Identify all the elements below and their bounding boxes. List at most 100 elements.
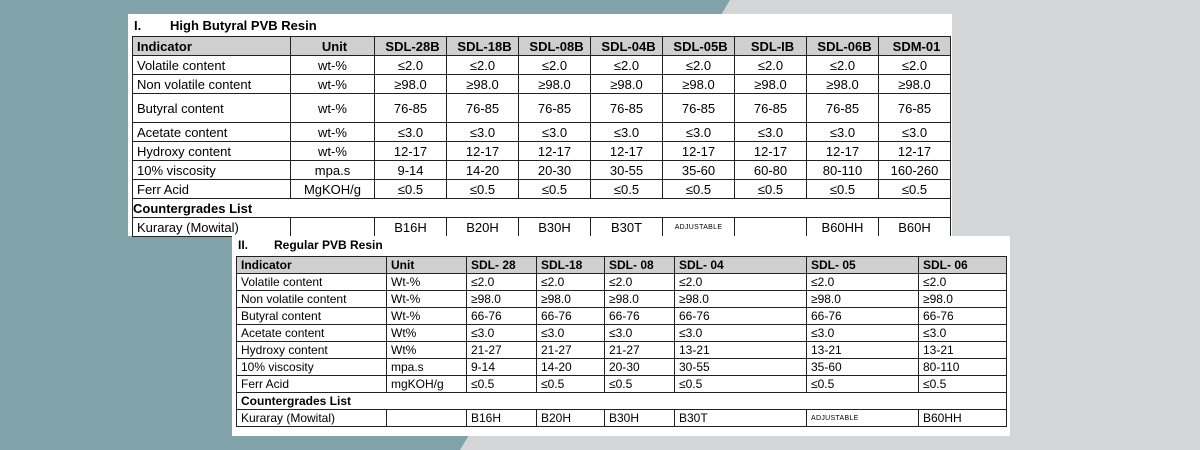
value-cell: ≤3.0 xyxy=(806,324,919,342)
value-cell: 9-14 xyxy=(466,358,537,376)
table-header-row: Indicator Unit SDL- 28 SDL-18 SDL- 08 SDL- 04… xyxy=(236,256,1007,274)
column-header: Unit xyxy=(290,36,375,56)
indicator-cell: 10% viscosity xyxy=(236,358,387,376)
indicator-cell: Volatile content xyxy=(132,55,291,75)
value-cell: 12-17 xyxy=(518,141,591,161)
value-cell: ADJUSTABLE xyxy=(806,409,919,427)
indicator-cell: Volatile content xyxy=(236,273,387,291)
column-header: SDL-18 xyxy=(536,256,605,274)
value-cell: 12-17 xyxy=(446,141,519,161)
unit-cell: Wt-% xyxy=(386,290,467,308)
indicator-cell: Kuraray (Mowital) xyxy=(132,217,291,237)
value-cell: ≤3.0 xyxy=(466,324,537,342)
value-cell: 21-27 xyxy=(536,341,605,359)
value-cell: ≤0.5 xyxy=(806,375,919,393)
value-cell: B16H xyxy=(374,217,447,237)
value-cell: ≤2.0 xyxy=(604,273,675,291)
value-cell: ≤0.5 xyxy=(374,179,447,199)
table-row: Ferr Acid mgKOH/g ≤0.5 ≤0.5 ≤0.5 ≤0.5 ≤0.5 ≤0.5 xyxy=(236,375,1007,393)
unit-cell: Wt-% xyxy=(386,273,467,291)
unit-cell: Wt% xyxy=(386,324,467,342)
column-header: SDL-05B xyxy=(662,36,735,56)
value-cell: ≤0.5 xyxy=(806,179,879,199)
value-cell: 76-85 xyxy=(518,93,591,123)
value-cell: ≤2.0 xyxy=(590,55,663,75)
value-cell: 76-85 xyxy=(662,93,735,123)
value-cell: B20H xyxy=(446,217,519,237)
value-cell: 9-14 xyxy=(374,160,447,180)
value-cell: ≤2.0 xyxy=(374,55,447,75)
table-row: Butyral content Wt-% 66-76 66-76 66-76 66-76 6… xyxy=(236,307,1007,325)
value-cell: ≤2.0 xyxy=(446,55,519,75)
section-2-title: Regular PVB Resin xyxy=(274,238,383,252)
table-row: Volatile content wt-% ≤2.0 ≤2.0 ≤2.0 ≤2.0 ≤2.0… xyxy=(132,55,951,75)
value-cell: ≤3.0 xyxy=(590,122,663,142)
value-cell: 12-17 xyxy=(590,141,663,161)
value-cell: 66-76 xyxy=(604,307,675,325)
value-cell: 30-55 xyxy=(674,358,807,376)
high-butyral-sheet: I. High Butyral PVB Resin Indicator Unit SD… xyxy=(128,14,952,237)
indicator-cell: Acetate content xyxy=(132,122,291,142)
table-row: Non volatile content wt-% ≥98.0 ≥98.0 ≥98.0 ≥… xyxy=(132,74,951,94)
table-row: 10% viscosity mpa.s 9-14 14-20 20-30 30-55 35-… xyxy=(132,160,951,180)
value-cell: ≤0.5 xyxy=(878,179,951,199)
value-cell: 12-17 xyxy=(806,141,879,161)
table-header-row: Indicator Unit SDL-28B SDL-18B SDL-08B SDL-04… xyxy=(132,36,951,56)
value-cell: ≤3.0 xyxy=(734,122,807,142)
value-cell: ≥98.0 xyxy=(536,290,605,308)
unit-cell: mpa.s xyxy=(386,358,467,376)
value-cell: ≤2.0 xyxy=(806,273,919,291)
unit-cell: wt-% xyxy=(290,122,375,142)
countergrades-row: Countergrades List xyxy=(132,198,951,218)
column-header: SDL-08B xyxy=(518,36,591,56)
unit-cell: wt-% xyxy=(290,74,375,94)
value-cell: ≤3.0 xyxy=(674,324,807,342)
value-cell: 160-260 xyxy=(878,160,951,180)
column-header: Indicator xyxy=(132,36,291,56)
high-butyral-table: Indicator Unit SDL-28B SDL-18B SDL-08B SDL-04… xyxy=(132,36,951,237)
indicator-cell: Non volatile content xyxy=(132,74,291,94)
indicator-cell: Butyral content xyxy=(132,93,291,123)
indicator-cell: Kuraray (Mowital) xyxy=(236,409,387,427)
table-row: Acetate content wt-% ≤3.0 ≤3.0 ≤3.0 ≤3.0 ≤3.0 ≤… xyxy=(132,122,951,142)
value-cell: 13-21 xyxy=(674,341,807,359)
value-cell: ≤0.5 xyxy=(604,375,675,393)
value-cell: ≤3.0 xyxy=(878,122,951,142)
value-cell: ≤2.0 xyxy=(734,55,807,75)
value-cell: 80-110 xyxy=(918,358,1007,376)
value-cell: ≤2.0 xyxy=(674,273,807,291)
column-header: SDL-28B xyxy=(374,36,447,56)
value-cell: 66-76 xyxy=(466,307,537,325)
unit-cell: wt-% xyxy=(290,141,375,161)
value-cell: ≤3.0 xyxy=(604,324,675,342)
value-cell: ≥98.0 xyxy=(674,290,807,308)
value-cell: 66-76 xyxy=(674,307,807,325)
value-cell: 14-20 xyxy=(446,160,519,180)
value-cell: ≤2.0 xyxy=(518,55,591,75)
value-cell: B16H xyxy=(466,409,537,427)
countergrades-label: Countergrades List xyxy=(132,198,951,218)
value-cell: ADJUSTABLE xyxy=(662,217,735,237)
value-cell: ≥98.0 xyxy=(734,74,807,94)
table-row: Butyral content wt-% 76-85 76-85 76-85 76-85 7… xyxy=(132,93,951,123)
indicator-cell: Ferr Acid xyxy=(236,375,387,393)
value-cell: ≤0.5 xyxy=(918,375,1007,393)
value-cell: 30-55 xyxy=(590,160,663,180)
value-cell: ≤3.0 xyxy=(662,122,735,142)
table-row: Kuraray (Mowital) B16H B20H B30H B30T ADJUSTA… xyxy=(132,217,951,237)
value-cell: B30T xyxy=(590,217,663,237)
value-cell: ≤2.0 xyxy=(918,273,1007,291)
value-cell: 76-85 xyxy=(446,93,519,123)
value-cell: 21-27 xyxy=(604,341,675,359)
value-cell: ≥98.0 xyxy=(446,74,519,94)
unit-cell: Wt% xyxy=(386,341,467,359)
value-cell: ≤0.5 xyxy=(590,179,663,199)
indicator-cell: 10% viscosity xyxy=(132,160,291,180)
section-2-heading: II. Regular PVB Resin xyxy=(238,238,383,252)
countergrades-row: Countergrades List xyxy=(236,392,1007,410)
value-cell: 76-85 xyxy=(806,93,879,123)
regular-pvb-sheet: II. Regular PVB Resin Indicator Unit SDL- 2… xyxy=(232,236,1010,436)
section-1-heading: I. High Butyral PVB Resin xyxy=(134,18,317,33)
value-cell: 20-30 xyxy=(518,160,591,180)
value-cell: 35-60 xyxy=(662,160,735,180)
